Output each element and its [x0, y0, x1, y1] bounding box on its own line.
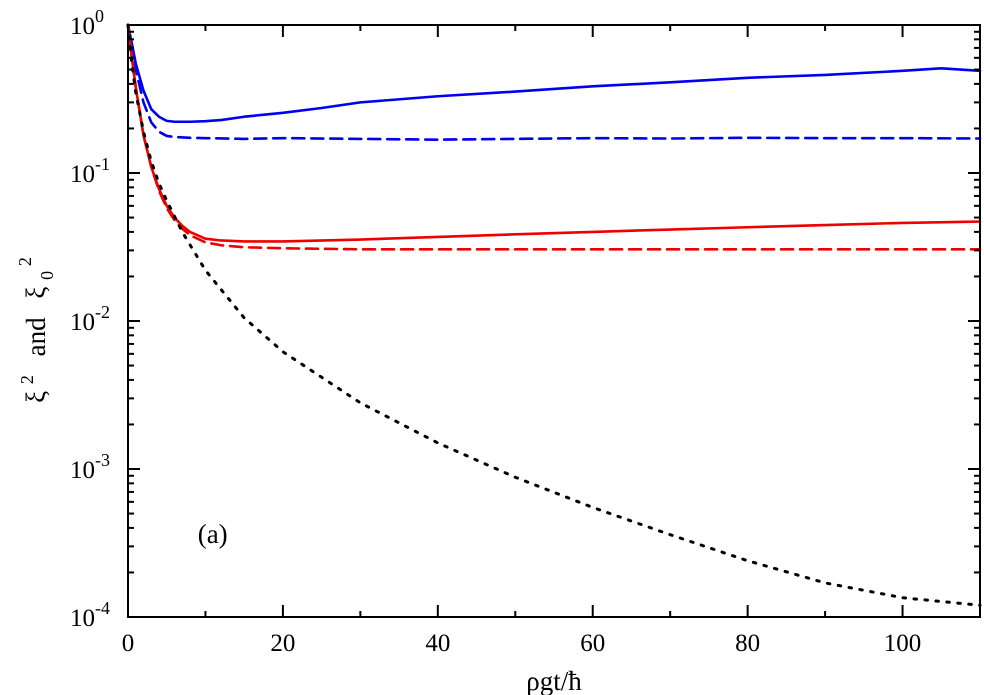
plot-frame — [127, 24, 981, 618]
series-red-solid — [126, 23, 982, 243]
x-axis-label: ρgt/ħ — [526, 666, 582, 695]
y-label-xi0-sup: 2 — [15, 257, 35, 266]
y-label-xi0-sub: 0 — [37, 271, 57, 280]
x-tick-label: 80 — [735, 630, 760, 657]
tick-labels-layer: 0 20 40 60 80 100 100 10-1 10-2 10-3 10-4 — [70, 6, 921, 657]
y-label-and: and — [21, 317, 51, 356]
series-layer — [126, 23, 982, 607]
y-tick-label: 10-4 — [70, 598, 110, 632]
series-blue-dashed — [126, 23, 982, 141]
y-label-xi0: ξ — [21, 287, 51, 299]
y-tick-label: 100 — [70, 6, 104, 40]
x-tick-label: 60 — [580, 630, 605, 657]
series-red-dashed — [126, 23, 982, 251]
x-tick-label: 40 — [425, 630, 450, 657]
y-tick-label: 10-3 — [70, 450, 110, 484]
panel-label: (a) — [198, 519, 228, 549]
x-tick-label: 0 — [122, 630, 135, 657]
y-axis-label: ξ 2 and ξ 0 2 — [9, 257, 59, 403]
svg-text:ξ 2 and ξ: ξ 2 and ξ 0 2 — [9, 257, 59, 403]
y-tick-label: 10-2 — [70, 302, 110, 336]
y-label-xi-sup: 2 — [17, 375, 37, 384]
y-tick-label: 10-1 — [70, 154, 110, 188]
series-black-dotted — [126, 23, 982, 607]
x-tick-label: 100 — [884, 630, 922, 657]
series-blue-solid — [126, 23, 982, 124]
ticks-layer — [127, 24, 981, 618]
x-tick-label: 20 — [270, 630, 295, 657]
y-label-xi: ξ — [21, 391, 51, 403]
